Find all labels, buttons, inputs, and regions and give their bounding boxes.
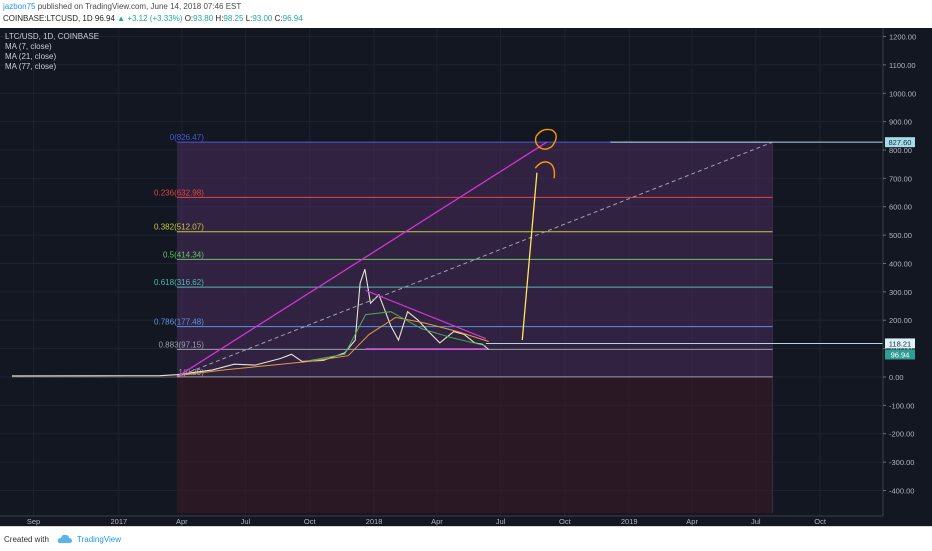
price-tag-bg-1 bbox=[885, 338, 915, 349]
publish-text: published on TradingView.com, June 14, 2… bbox=[35, 2, 242, 11]
target-arrow[interactable] bbox=[521, 172, 538, 341]
x-tick-label: Oct bbox=[814, 517, 827, 526]
fib-zone-lower bbox=[176, 376, 773, 514]
y-tick-label: 600.00 bbox=[889, 203, 912, 212]
chart-area[interactable]: 0(826.47) 0.236(632.98) 0.382(512.07) 0.5(4… bbox=[0, 28, 932, 526]
y-tick-label: 800.00 bbox=[889, 146, 912, 155]
x-tick-label: Apr bbox=[686, 517, 698, 526]
y-tick-label: 1000.00 bbox=[889, 89, 916, 98]
chart-legend: LTC/USD, 1D, COINBASE MA (7, close) MA (… bbox=[5, 32, 99, 72]
y-tick-label: -100.00 bbox=[889, 401, 914, 410]
x-tick-label: Jul bbox=[241, 517, 251, 526]
triangle-upper-line[interactable] bbox=[365, 289, 487, 340]
price-tag-label: 827.60 bbox=[889, 138, 912, 147]
x-tick-label: Jul bbox=[751, 517, 761, 526]
ma-21-line[interactable] bbox=[309, 311, 487, 361]
x-tick-label: Oct bbox=[304, 517, 317, 526]
close-label: C: bbox=[274, 14, 283, 23]
tradingview-cloud-icon bbox=[57, 534, 72, 543]
y-tick-label: -300.00 bbox=[889, 458, 914, 467]
price-line[interactable] bbox=[11, 269, 490, 377]
x-tick-label: Apr bbox=[176, 517, 188, 526]
chart-header: jazbon75 published on TradingView.com, J… bbox=[0, 0, 932, 28]
fib-level-0236-label: 0.236(632.98) bbox=[154, 188, 204, 197]
y-tick-label: 100.00 bbox=[889, 345, 912, 354]
created-with-text: Created with bbox=[4, 535, 49, 544]
dashed-trendline[interactable] bbox=[176, 141, 773, 378]
fib-level-0-label: 0(826.47) bbox=[170, 133, 205, 142]
y-tick-label: 400.00 bbox=[889, 259, 912, 268]
x-tick-label: Oct bbox=[559, 517, 572, 526]
x-tick-label: Jul bbox=[496, 517, 506, 526]
y-tick-label: 0.00 bbox=[889, 373, 904, 382]
y-tick-label: 700.00 bbox=[889, 174, 912, 183]
target-circle-annotation bbox=[534, 128, 557, 150]
price-tag-label: 96.94 bbox=[891, 350, 910, 359]
low-label: L: bbox=[245, 14, 253, 23]
symbol-label: COINBASE:LTCUSD, 1D bbox=[3, 14, 93, 23]
tradingview-brand[interactable]: TradingView bbox=[77, 535, 122, 544]
rising-trendline[interactable] bbox=[176, 141, 548, 378]
target-arc-annotation bbox=[534, 161, 556, 179]
price-tag-label: 118.21 bbox=[889, 339, 911, 348]
price-tag-bg-2 bbox=[885, 349, 915, 360]
legend-symbol: LTC/USD, 1D, COINBASE bbox=[5, 32, 100, 41]
y-tick-label: 500.00 bbox=[889, 231, 912, 240]
last-price: 96.94 bbox=[94, 14, 115, 23]
publish-info: jazbon75 published on TradingView.com, J… bbox=[3, 2, 241, 11]
price-chart[interactable]: 0(826.47) 0.236(632.98) 0.382(512.07) 0.5(4… bbox=[0, 28, 932, 526]
price-tag-bg-0 bbox=[885, 137, 915, 148]
y-tick-label: -200.00 bbox=[889, 430, 914, 439]
x-tick-label: 2018 bbox=[366, 517, 383, 526]
y-tick-label: 900.00 bbox=[889, 118, 912, 127]
fib-level-0382-label: 0.382(512.07) bbox=[154, 223, 204, 232]
fib-level-0618-label: 0.618(316.62) bbox=[154, 278, 204, 287]
high-value: 98.25 bbox=[223, 14, 244, 23]
y-tick-label: -400.00 bbox=[889, 486, 914, 495]
x-tick-label: Sep bbox=[27, 517, 40, 526]
footer-bar: Created with TradingView bbox=[0, 526, 932, 551]
x-tick-label: 2019 bbox=[621, 517, 638, 526]
fib-level-0786-label: 0.786(177.48) bbox=[154, 318, 204, 327]
price-change: +3.12 (+3.33%) bbox=[127, 14, 183, 23]
y-tick-label: 300.00 bbox=[889, 288, 912, 297]
high-label: H: bbox=[215, 14, 224, 23]
ma-77-line[interactable] bbox=[176, 316, 489, 377]
y-tick-label: 1100.00 bbox=[889, 61, 916, 70]
author-link[interactable]: jazbon75 bbox=[3, 2, 36, 11]
x-axis-panel bbox=[0, 516, 932, 526]
legend-ma-21[interactable]: MA (21, close) bbox=[5, 52, 57, 61]
close-value: 96.94 bbox=[282, 14, 303, 23]
y-tick-label: 200.00 bbox=[889, 316, 912, 325]
fib-level-05-label: 0.5(414.34) bbox=[163, 250, 204, 259]
quote-line: COINBASE:LTCUSD, 1D 96.94 ▲ +3.12 (+3.33… bbox=[3, 14, 303, 23]
x-tick-label: Apr bbox=[431, 517, 443, 526]
low-value: 93.00 bbox=[252, 14, 273, 23]
open-label: O: bbox=[184, 14, 194, 23]
legend-ma-7[interactable]: MA (7, close) bbox=[5, 42, 52, 51]
legend-ma-77[interactable]: MA (77, close) bbox=[5, 62, 57, 71]
y-axis-panel bbox=[883, 28, 932, 526]
x-tick-label: 2017 bbox=[111, 517, 128, 526]
fib-level-0883-label: 0.883(97.15) bbox=[159, 340, 205, 349]
open-value: 93.80 bbox=[193, 14, 214, 23]
y-tick-label: 1200.00 bbox=[889, 33, 916, 42]
up-triangle-icon: ▲ bbox=[117, 14, 126, 23]
